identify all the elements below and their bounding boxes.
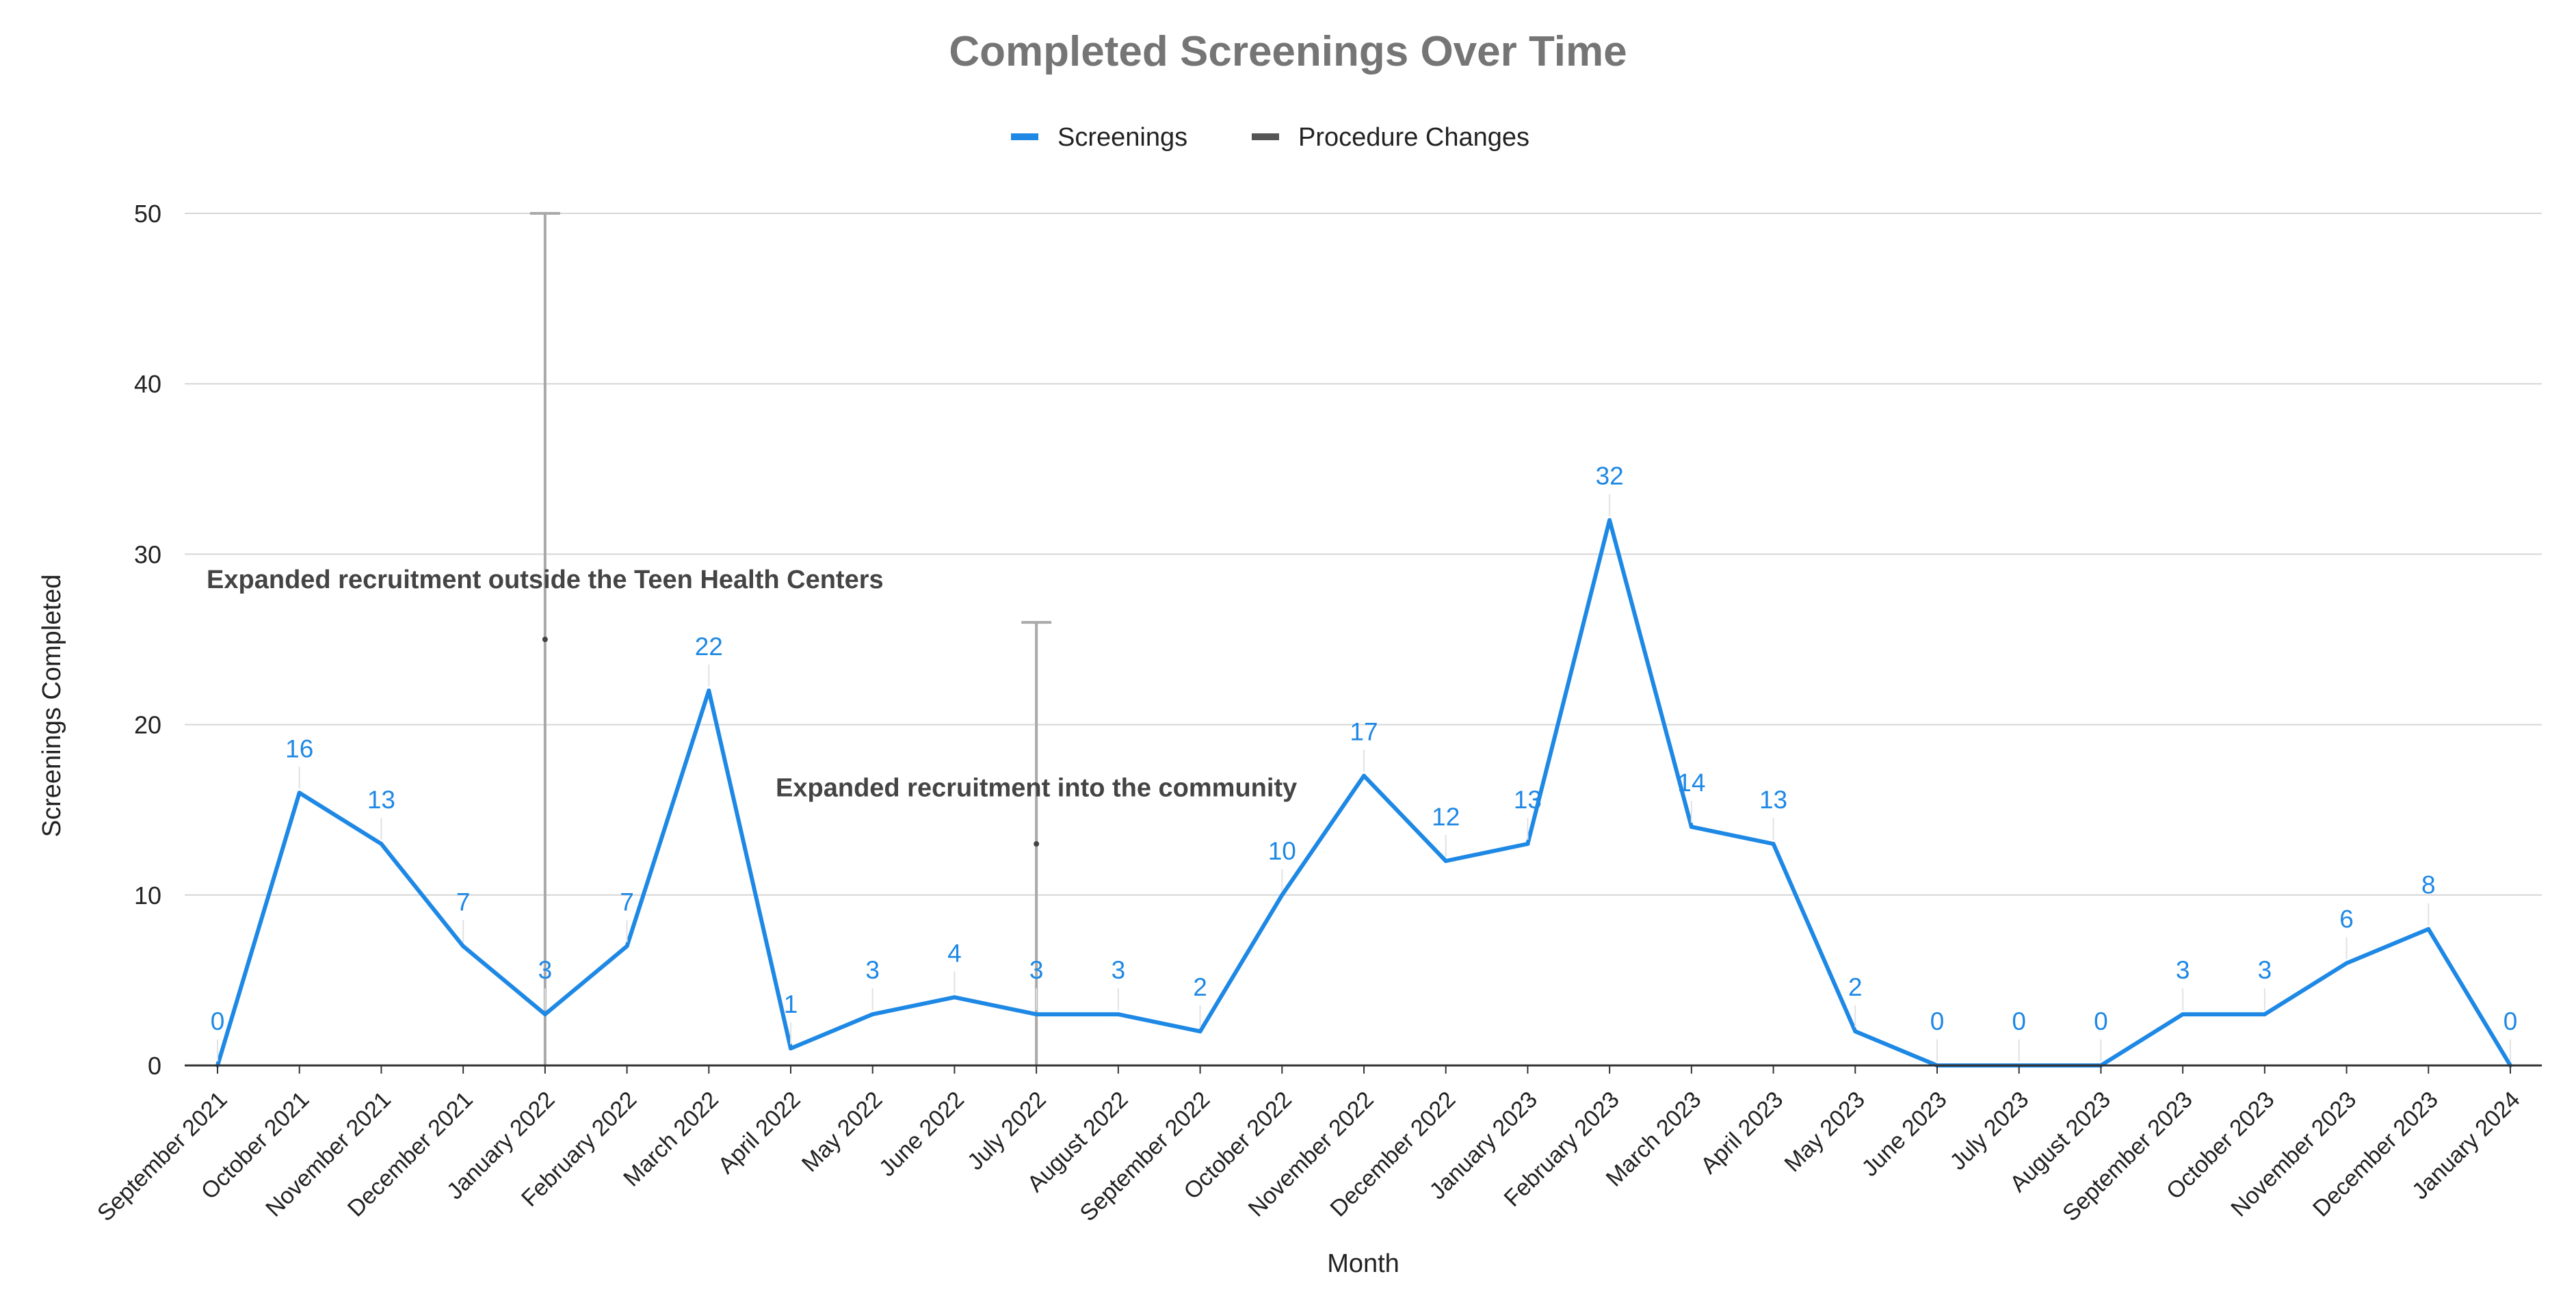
y-tick-label-5: 50 (134, 200, 161, 228)
y-tick-label-0: 0 (148, 1052, 161, 1080)
data-point-19 (1771, 842, 1776, 847)
annotation-0: Expanded recruitment outside the Teen He… (207, 566, 884, 594)
procedure-change-marker-1 (1034, 841, 1040, 847)
data-point-20 (1853, 1029, 1858, 1034)
data-label-21: 0 (1930, 1007, 1945, 1035)
data-label-23: 0 (2094, 1007, 2108, 1035)
x-axis-title: Month (1327, 1249, 1399, 1278)
data-point-11 (1116, 1012, 1120, 1017)
procedure-change-marker-0 (542, 637, 548, 642)
data-label-15: 12 (1432, 803, 1460, 831)
data-label-18: 14 (1677, 769, 1705, 797)
data-label-3: 7 (456, 888, 471, 916)
y-tick-label-4: 40 (134, 370, 161, 398)
legend: Screenings Procedure Changes (1011, 123, 1529, 152)
data-point-1 (297, 791, 302, 795)
data-label-9: 4 (947, 939, 962, 967)
chart-title: Completed Screenings Over Time (949, 28, 1627, 75)
data-point-4 (542, 1012, 547, 1017)
data-point-15 (1443, 858, 1448, 863)
data-point-13 (1280, 892, 1285, 897)
data-point-9 (952, 995, 957, 1000)
data-label-6: 22 (695, 633, 723, 661)
data-label-5: 7 (620, 888, 634, 916)
legend-label-screenings: Screenings (1057, 123, 1187, 152)
data-label-13: 10 (1268, 837, 1296, 865)
y-tick-label-3: 30 (134, 540, 161, 568)
data-label-7: 1 (784, 990, 798, 1018)
data-point-5 (625, 944, 629, 949)
data-point-3 (461, 944, 466, 949)
data-label-4: 3 (538, 956, 553, 984)
data-label-19: 13 (1759, 786, 1787, 814)
data-label-2: 13 (367, 786, 395, 814)
data-label-20: 2 (1848, 973, 1863, 1001)
data-label-24: 3 (2176, 956, 2190, 984)
data-label-14: 17 (1350, 717, 1378, 745)
data-points (215, 518, 2512, 1067)
data-label-17: 32 (1596, 462, 1624, 490)
data-label-16: 13 (1514, 786, 1542, 814)
data-label-12: 2 (1193, 973, 1207, 1001)
data-point-16 (1525, 842, 1530, 847)
data-point-18 (1689, 825, 1694, 830)
data-point-6 (707, 688, 711, 693)
data-label-27: 8 (2421, 871, 2436, 899)
data-point-12 (1198, 1029, 1202, 1034)
data-label-28: 0 (2503, 1007, 2518, 1035)
data-point-27 (2426, 927, 2431, 931)
y-tick-label-2: 20 (134, 711, 161, 739)
data-label-8: 3 (865, 956, 880, 984)
data-point-24 (2181, 1012, 2185, 1017)
data-point-17 (1607, 518, 1612, 522)
data-label-1: 16 (285, 734, 313, 762)
annotation-1: Expanded recruitment into the community (776, 773, 1297, 802)
y-axis-ticks: 0 10 20 30 40 50 (134, 200, 161, 1080)
data-point-8 (870, 1012, 875, 1017)
data-point-10 (1034, 1012, 1039, 1017)
data-point-14 (1362, 773, 1366, 778)
data-point-26 (2344, 961, 2349, 966)
legend-label-procedure-changes: Procedure Changes (1298, 123, 1529, 152)
y-tick-label-1: 10 (134, 881, 161, 910)
data-point-7 (789, 1046, 793, 1051)
data-label-26: 6 (2339, 905, 2354, 933)
data-label-0: 0 (211, 1007, 225, 1035)
data-label-25: 3 (2258, 956, 2272, 984)
y-axis-title: Screenings Completed (38, 574, 66, 837)
data-label-11: 3 (1112, 956, 1126, 984)
data-point-25 (2262, 1012, 2267, 1017)
annotations: Expanded recruitment outside the Teen He… (207, 566, 1297, 802)
data-label-10: 3 (1029, 956, 1044, 984)
data-point-2 (379, 842, 384, 847)
gridlines (185, 213, 2542, 896)
data-label-22: 0 (2012, 1007, 2026, 1035)
